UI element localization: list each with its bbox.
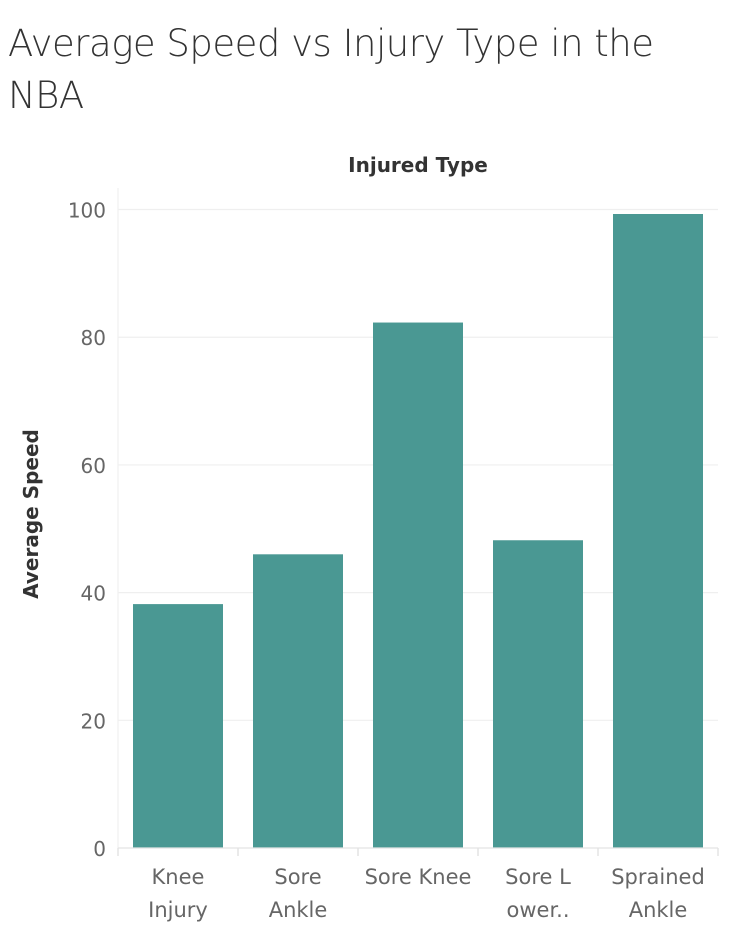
x-category-label-line: Sore <box>274 865 321 889</box>
y-tick-label: 60 <box>81 454 106 478</box>
y-tick-label: 40 <box>81 582 106 606</box>
x-axis-ticks <box>117 848 719 856</box>
x-category-label: Sore Ankle <box>269 865 328 922</box>
bar-chart: Injured Type Average Speed 020406080100 … <box>19 153 719 922</box>
x-category-label-line: Sore L <box>505 865 571 889</box>
x-category-label-line: Ankle <box>629 898 688 922</box>
y-axis-title: Average Speed <box>19 429 43 599</box>
x-category-label: Sprained Ankle <box>611 865 705 922</box>
x-category-label: Sore Knee <box>365 865 472 889</box>
y-tick-label: 0 <box>93 837 106 861</box>
x-category-label-line: Sore Knee <box>365 865 472 889</box>
bar <box>613 214 703 848</box>
y-axis-ticks: 0 20 40 60 80 100 <box>68 199 106 861</box>
x-category-label-line: Injury <box>148 898 208 922</box>
x-category-label-line: Ankle <box>269 898 328 922</box>
x-axis-labels: Knee Injury Sore Ankle Sore Knee Sore L ower..… <box>148 865 705 922</box>
bar <box>493 540 583 848</box>
y-tick-label: 80 <box>81 326 106 350</box>
x-category-label: Knee Injury <box>148 865 208 922</box>
x-category-label-line: Sprained <box>611 865 705 889</box>
y-tick-label: 20 <box>81 709 106 733</box>
bars <box>133 214 703 848</box>
bar <box>253 554 343 848</box>
column-header: Injured Type <box>348 153 488 177</box>
bar <box>373 322 463 848</box>
chart-title: Average Speed vs Injury Type in the NBA <box>8 22 654 117</box>
x-category-label-line: ower.. <box>507 898 570 922</box>
bar <box>133 604 223 848</box>
x-category-label-line: Knee <box>152 865 205 889</box>
x-category-label: Sore L ower.. <box>505 865 571 922</box>
y-tick-label: 100 <box>68 199 106 223</box>
